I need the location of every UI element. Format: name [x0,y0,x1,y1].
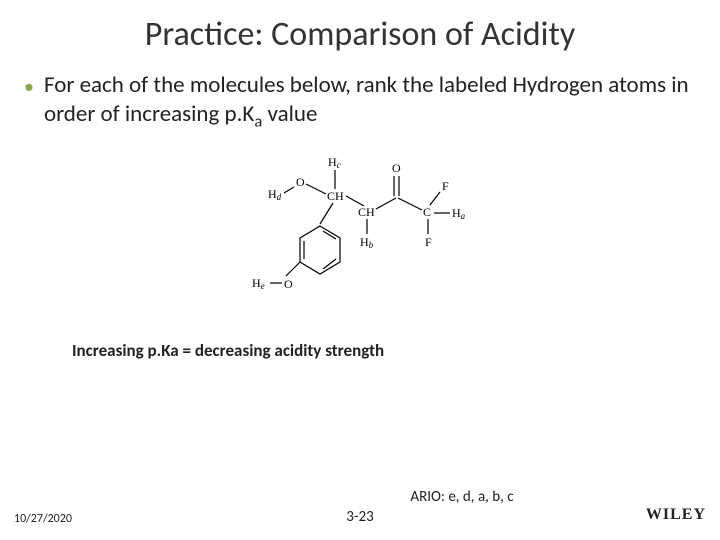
label-Hd: Hd [268,187,282,202]
ario-answer: ARIO: e, d, a, b, c [410,488,513,506]
label-Ha: Ha [452,206,466,221]
label-O-carbonyl: O [392,161,401,175]
label-Hc: Hc [328,155,341,170]
label-F-top: F [442,179,449,193]
bullet-text: For each of the molecules below, rank th… [44,71,696,132]
bullet-item: • For each of the molecules below, rank … [0,55,720,132]
molecule-figure: O Hd CH Hc CH Hb O C F F Ha [230,136,490,346]
page-title: Practice: Comparison of Acidity [0,0,720,55]
label-CH1: CH [327,189,344,203]
footer-page: 3-23 [346,508,373,526]
label-O-left: O [296,175,305,189]
label-C-right: C [423,205,431,219]
label-Hb: Hb [360,235,374,250]
label-F-bot: F [425,235,432,249]
label-O-phenol: O [284,277,293,291]
benzene-ring [300,226,340,274]
label-He: He [252,276,265,291]
increasing-note: Increasing p.Ka = decreasing acidity str… [0,340,720,361]
footer-date: 10/27/2020 [14,512,72,526]
wiley-logo: WILEY [646,506,706,524]
bullet-marker: • [24,75,34,99]
label-CH2: CH [358,205,375,219]
bullet-suffix: value [262,100,317,128]
bullet-prefix: For each of the molecules below, rank th… [44,71,689,128]
